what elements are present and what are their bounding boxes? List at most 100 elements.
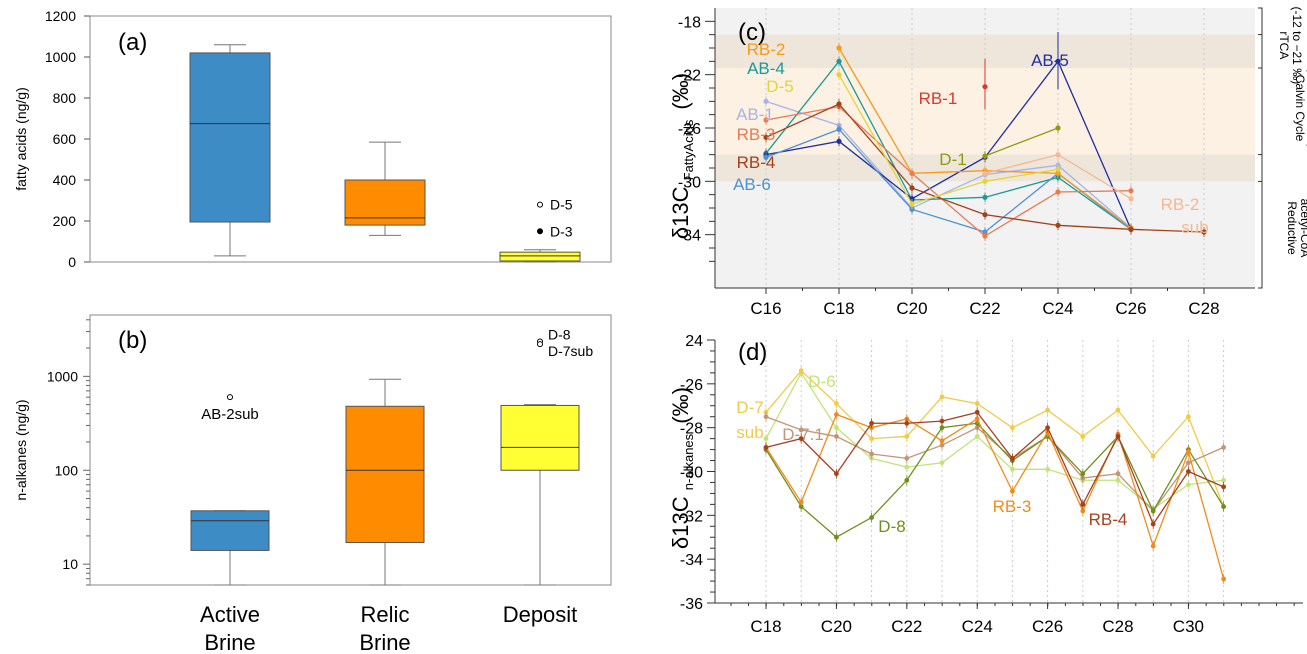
box [500, 404, 580, 471]
data-point [1055, 152, 1061, 158]
range-label-line: (-12 to −21 ‰) [1290, 6, 1304, 84]
data-point [1080, 501, 1086, 507]
series-label: D-1 [939, 150, 966, 169]
series-label: AB-6 [733, 175, 771, 194]
data-point [982, 178, 988, 184]
range-bracket [1258, 154, 1263, 289]
series-line [765, 422, 1225, 539]
data-point [982, 212, 988, 218]
y-tick-label: -36 [680, 596, 703, 613]
series-line [765, 413, 1225, 580]
data-point [904, 434, 910, 439]
data-point [1221, 576, 1226, 582]
panel-c-ylabel-unit: (‰) [668, 73, 693, 110]
x-tick-label: C30 [1173, 617, 1204, 636]
data-point [909, 170, 915, 176]
panel-c-ylabel-main: δ13C [668, 186, 693, 239]
y-tick-label: 600 [53, 131, 77, 147]
category-label-line: Brine [204, 630, 255, 654]
data-point [974, 401, 980, 406]
panel-b: (b) n-alkanes (ng/g) 10 100 1000 AB-2sub D-… [13, 314, 612, 654]
data-point [909, 206, 915, 212]
data-point [1150, 508, 1156, 514]
panel-a-boxes: D-5 D-3 [189, 44, 581, 263]
range-label-line: Reductive [1285, 201, 1299, 255]
panel-d-ylabel-sub: n-alkanes [681, 433, 696, 490]
panel-a-label: (a) [118, 29, 147, 56]
y-tick-label: 1200 [45, 8, 76, 24]
data-point [1186, 449, 1191, 455]
data-point [982, 233, 988, 239]
data-point [836, 138, 842, 144]
series-label: D-7.1 [782, 425, 824, 444]
x-tick-label: C28 [1102, 617, 1133, 636]
data-point [836, 58, 842, 64]
panel-c-axes: -18 -22 -26 -30 -34 C16 C18 C20 C22 C24 C26 C28 [678, 8, 1255, 318]
series-label: RB-1 [919, 89, 958, 108]
svg-text:δ13C n-alkanes: δ13C n-alkanes (‰) [668, 387, 698, 549]
data-point [904, 464, 910, 470]
data-point [1115, 471, 1121, 477]
panel-d-series [763, 365, 1226, 584]
y-tick-label: 100 [55, 462, 79, 478]
box [189, 52, 271, 223]
series-line [765, 416, 1224, 512]
y-tick-label: 400 [53, 172, 77, 188]
data-point [869, 451, 874, 457]
data-point [1010, 455, 1015, 461]
data-point [1186, 482, 1191, 488]
series-label: RB-3 [993, 497, 1032, 516]
y-tick-label: -22 [678, 68, 701, 85]
data-point [836, 45, 842, 51]
data-point [798, 436, 804, 442]
series-label: RB-3 [737, 125, 776, 144]
outlier-label: D-7sub [548, 343, 593, 359]
series-line [984, 127, 1059, 157]
box [345, 405, 425, 544]
data-point [974, 434, 980, 439]
data-point [1115, 477, 1121, 483]
x-tick-label: C26 [1115, 299, 1146, 318]
data-point [982, 194, 988, 200]
x-tick-label: C22 [891, 617, 922, 636]
data-point [1186, 469, 1191, 474]
data-point [763, 98, 769, 104]
data-point [1010, 425, 1015, 431]
data-point [836, 101, 842, 107]
series-line [765, 60, 1132, 230]
category-label-line: Relic [361, 602, 410, 627]
data-point [909, 196, 915, 202]
data-point [939, 438, 945, 444]
y-tick-label: 24 [685, 333, 703, 350]
panel-d-label: (d) [738, 339, 767, 366]
y-tick-label: -32 [680, 508, 703, 525]
outlier-point [537, 228, 543, 235]
panel-c-side-labels: rTCA(-12 to −21 ‰)Calvin Cycle(−19 to −3… [1258, 6, 1307, 289]
series-line [765, 369, 1225, 507]
x-tick-label: C28 [1188, 299, 1219, 318]
panel-d-ylabel-main: δ13C [668, 496, 693, 549]
range-label: rTCA (-12 to −21 ‰) [1277, 6, 1304, 84]
panel-c: (c) δ13C FattyAcids (‰) -18 -22 -26 -30 -34 C… [668, 6, 1307, 318]
range-bracket [1258, 7, 1263, 69]
data-point [763, 154, 769, 160]
category-label-line: Active [200, 602, 260, 627]
data-point [1080, 471, 1086, 477]
panel-d-ylabel-unit: (‰) [668, 387, 693, 424]
data-point [982, 170, 988, 176]
panel-b-y-axis: 10 100 1000 [47, 319, 90, 586]
y-tick-label: 800 [53, 90, 77, 106]
panel-b-frame [89, 314, 612, 586]
x-tick-label: C22 [969, 299, 1000, 318]
data-point [869, 436, 874, 442]
data-point [974, 409, 980, 415]
y-tick-label: 200 [53, 213, 77, 229]
data-point [763, 117, 769, 123]
data-point [1221, 444, 1226, 450]
y-tick-label: -34 [678, 228, 701, 245]
panel-c-ylabel: δ13C FattyAcids (‰) [668, 73, 696, 239]
data-point [1128, 188, 1134, 194]
y-tick-label: -26 [680, 377, 703, 394]
box [190, 510, 270, 551]
series-label: D-7 [736, 398, 763, 417]
